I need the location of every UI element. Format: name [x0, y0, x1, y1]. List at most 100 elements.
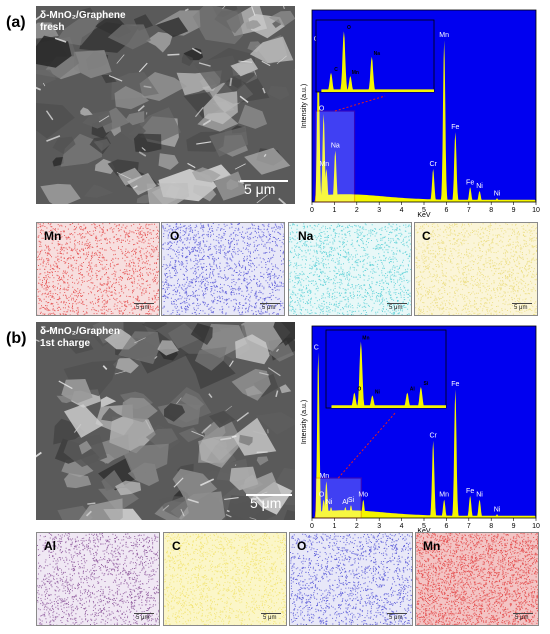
- sem-texture-a: [36, 6, 295, 204]
- peak-label: Ni: [476, 492, 483, 499]
- sem-flake: [170, 491, 226, 520]
- inset-peak-label: O: [347, 25, 351, 31]
- eds-peak: [465, 495, 475, 518]
- map-scalebar-a-2: [387, 303, 407, 304]
- sem-edge: [275, 348, 280, 353]
- sem-flake: [198, 434, 241, 468]
- sem-title-b-line2: 1st charge: [40, 338, 91, 349]
- peak-label: Ni: [326, 499, 333, 506]
- map-a-1: [161, 222, 285, 316]
- sem-flake: [184, 353, 236, 390]
- sem-edge: [220, 437, 232, 441]
- sem-edge: [46, 135, 61, 142]
- sem-flake: [142, 322, 168, 331]
- map-label-a-2: Na: [298, 229, 314, 243]
- inset-peak: [338, 31, 350, 92]
- sem-flake: [268, 340, 294, 362]
- map-label-a-0: Mn: [44, 229, 62, 243]
- sem-edge: [275, 390, 279, 398]
- sem-flake: [113, 358, 139, 374]
- map-scalebar-a-0: [134, 303, 154, 304]
- map-scale-a-0: 5 μm: [136, 305, 150, 311]
- sem-flake: [155, 17, 189, 38]
- sem-flake: [36, 103, 75, 139]
- inset-peak: [366, 395, 378, 408]
- sem-edge: [98, 115, 110, 123]
- sem-edge: [229, 360, 234, 367]
- x-tick-label: 4: [400, 523, 404, 530]
- sem-edge: [187, 498, 199, 504]
- sem-flake: [36, 161, 48, 171]
- map-b-0: [36, 532, 160, 626]
- x-tick-label: 3: [377, 207, 381, 214]
- sem-edge: [143, 85, 152, 89]
- sem-edge: [132, 185, 138, 189]
- sem-flake: [110, 126, 122, 137]
- peak-label: Mn: [319, 473, 329, 480]
- map-b-3: [415, 532, 539, 626]
- inset-peak: [355, 341, 367, 408]
- sem-edge: [239, 95, 249, 103]
- sem-image-b: [36, 322, 295, 520]
- sem-flake: [255, 412, 295, 435]
- sem-flake: [256, 456, 269, 466]
- sem-flake: [107, 24, 151, 50]
- sem-edge: [137, 105, 145, 112]
- map-dots: [290, 533, 412, 625]
- sem-flake: [121, 397, 158, 423]
- peak-label: O: [319, 492, 325, 499]
- sem-edge: [141, 147, 146, 151]
- eds-peak: [313, 352, 323, 518]
- eds-peak: [450, 132, 460, 202]
- map-label-b-2: O: [297, 539, 307, 553]
- sem-title-a-line2: fresh: [40, 22, 65, 33]
- sem-flake: [146, 31, 173, 53]
- x-tick-label: 1: [332, 207, 336, 214]
- sem-edge: [261, 60, 271, 67]
- sem-flake: [249, 36, 294, 64]
- sem-edge: [237, 180, 245, 184]
- sem-flake: [158, 496, 188, 519]
- sem-flake: [209, 410, 236, 428]
- peak-label: Si: [348, 497, 355, 504]
- sem-edge: [234, 163, 246, 170]
- sem-flake: [78, 440, 92, 455]
- y-axis-label: Intensity (a.u.): [301, 400, 308, 444]
- peak-label: O: [319, 106, 325, 113]
- sem-edge: [229, 77, 233, 87]
- eds-peak: [492, 514, 502, 518]
- sem-flake: [125, 111, 145, 126]
- sem-scale-label-a: 5 μm: [244, 181, 276, 197]
- sem-edge: [238, 60, 253, 63]
- sem-flake: [76, 7, 98, 19]
- sem-flake: [115, 480, 142, 496]
- sem-flake: [61, 379, 93, 404]
- map-scale-a-2: 5 μm: [389, 305, 403, 311]
- inset-frame: [315, 19, 435, 93]
- x-tick-label: 0: [310, 523, 314, 530]
- x-tick-label: 4: [400, 207, 404, 214]
- sem-edge: [222, 6, 226, 10]
- sem-flake: [194, 346, 227, 371]
- inset-peak: [366, 56, 378, 92]
- x-tick-label: 8: [489, 207, 493, 214]
- eds-peak: [428, 440, 438, 518]
- eds-peak: [492, 198, 502, 202]
- map-scalebar-b-3: [513, 613, 533, 614]
- sem-scale-label-b: 5 μm: [250, 495, 282, 511]
- sem-flake: [181, 54, 193, 67]
- map-scale-a-3: 5 μm: [514, 305, 528, 311]
- eds-peak: [358, 499, 368, 518]
- sem-edge: [231, 435, 237, 438]
- sem-edge: [191, 47, 202, 55]
- sem-edge: [36, 86, 42, 91]
- sem-flake: [79, 498, 123, 520]
- sem-flake: [197, 112, 239, 132]
- y-axis-label: Intensity (a.u.): [301, 84, 308, 128]
- sem-edge: [138, 151, 147, 157]
- sem-title-b-line1: δ-MnO₂/Graphen: [40, 326, 120, 337]
- sem-flake: [100, 396, 117, 408]
- sem-flake: [191, 167, 221, 183]
- map-dots: [162, 223, 284, 315]
- sem-flake: [209, 126, 249, 157]
